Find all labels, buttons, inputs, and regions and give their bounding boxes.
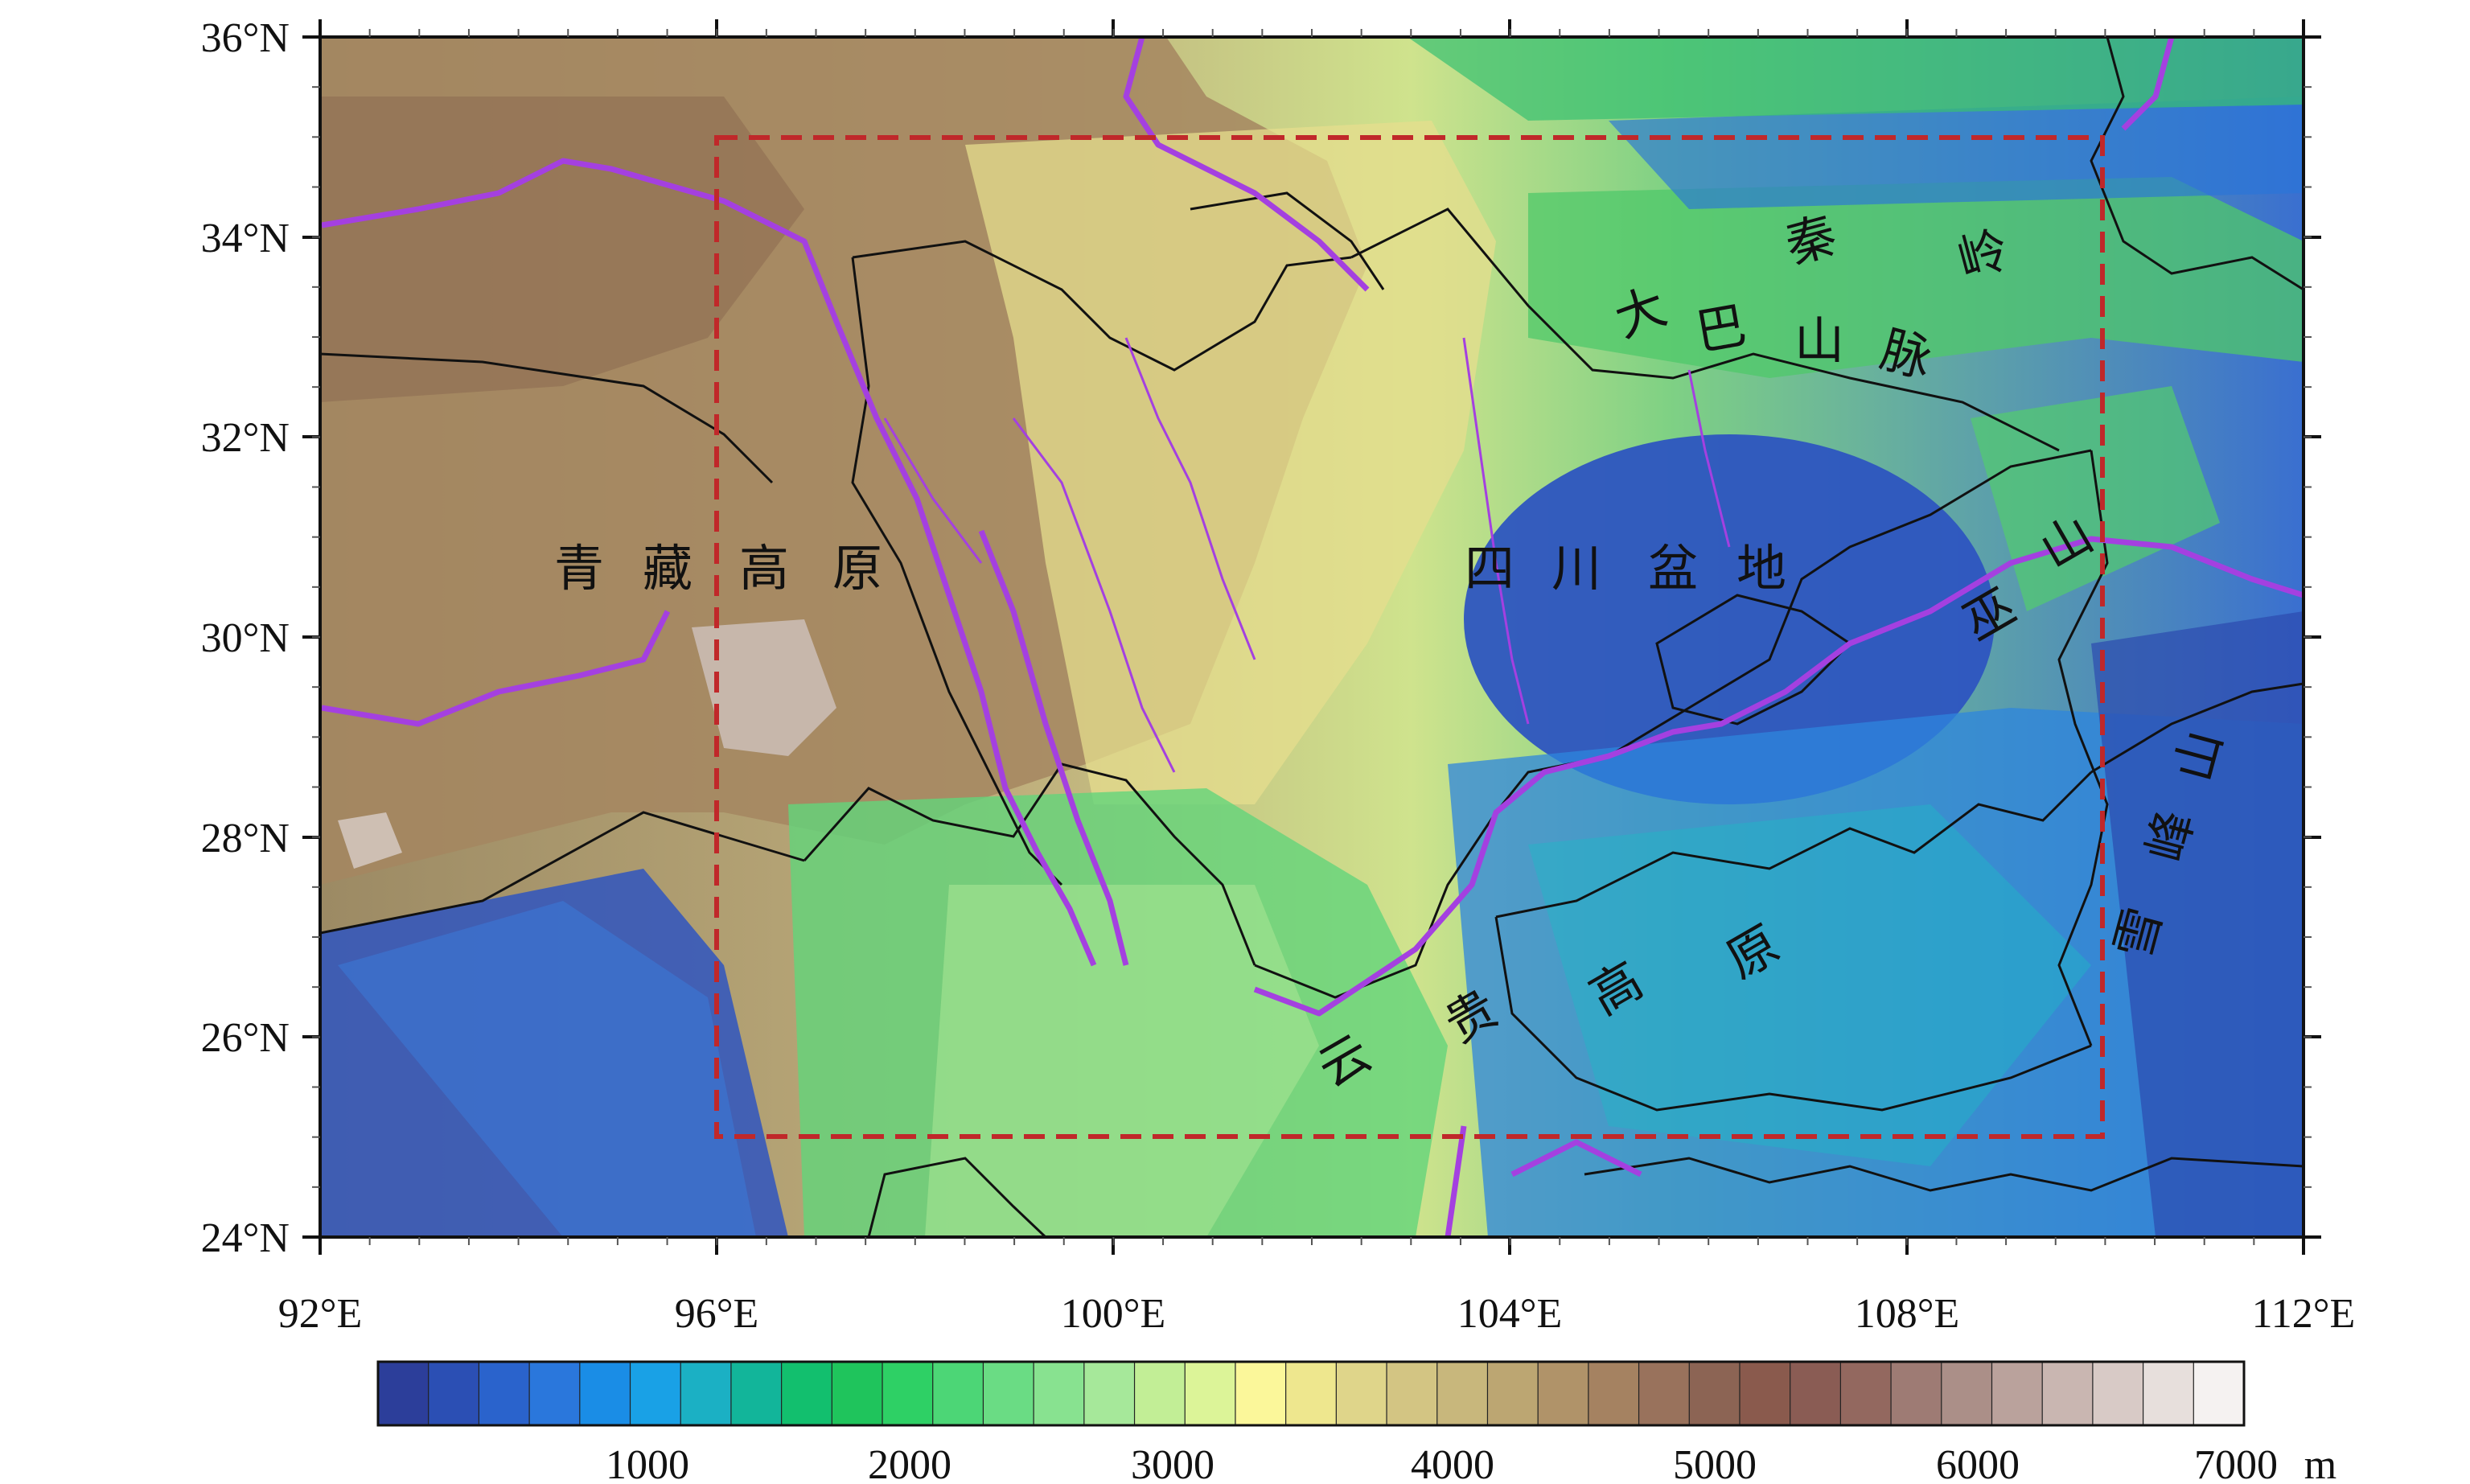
colorbar-swatch: [781, 1361, 833, 1426]
colorbar-swatch: [1285, 1361, 1338, 1426]
sichuan-basin-char: 地: [1736, 539, 1786, 598]
colorbar-swatch: [1588, 1361, 1640, 1426]
y-tick-label: 30°N: [201, 615, 290, 661]
x-tick-label: 96°E: [675, 1291, 759, 1337]
colorbar-frame: [376, 1360, 2246, 1427]
colorbar-swatch: [1436, 1361, 1489, 1426]
colorbar-swatch: [1790, 1361, 1842, 1426]
y-tick-label: 36°N: [201, 15, 290, 61]
qinghai-tibet-char: 藏: [643, 539, 693, 598]
sichuan-basin-char: 川: [1551, 539, 1601, 598]
colorbar-swatch: [982, 1361, 1035, 1426]
qinghai-tibet-char: 高: [739, 539, 789, 598]
colorbar-swatch: [1486, 1361, 1539, 1426]
colorbar: [377, 1361, 2246, 1426]
terrain-layer: [320, 37, 2304, 1237]
colorbar-swatch: [1890, 1361, 1942, 1426]
colorbar-swatch: [1033, 1361, 1085, 1426]
province-borders: [320, 37, 2304, 1237]
label-qinghai-tibet-plateau: 青 藏 高 原: [554, 539, 882, 598]
y-tick-label: 26°N: [201, 1015, 290, 1061]
colorbar-swatch: [1688, 1361, 1741, 1426]
y-tick-label: 28°N: [201, 816, 290, 861]
colorbar-tick-label: 6000: [1936, 1442, 2020, 1484]
minor-rivers: [883, 337, 1731, 773]
colorbar-swatch: [377, 1361, 429, 1426]
colorbar-swatch: [680, 1361, 733, 1426]
colorbar-swatch: [882, 1361, 934, 1426]
colorbar-swatch: [1133, 1361, 1186, 1426]
colorbar-swatch: [428, 1361, 480, 1426]
sichuan-basin-char: 盆: [1648, 539, 1698, 598]
daba-char: 山: [1794, 311, 1844, 370]
colorbar-swatch: [1386, 1361, 1438, 1426]
y-tick-label: 32°N: [201, 415, 290, 461]
colorbar-swatch: [2142, 1361, 2195, 1426]
label-sichuan-basin: 四 川 盆 地: [1465, 539, 1786, 598]
colorbar-swatch: [730, 1361, 783, 1426]
colorbar-swatch: [2041, 1361, 2094, 1426]
colorbar-swatch: [1083, 1361, 1136, 1426]
colorbar-tick-label: 7000: [2194, 1442, 2278, 1484]
colorbar-tick-label: 3000: [1131, 1442, 1214, 1484]
colorbar-swatch: [831, 1361, 884, 1426]
y-tick-labels: 36°N 34°N 32°N 30°N 28°N 26°N 24°N: [201, 15, 290, 1261]
colorbar-swatch: [2193, 1361, 2246, 1426]
sichuan-basin-char: 四: [1465, 539, 1514, 598]
colorbar-swatch: [629, 1361, 682, 1426]
colorbar-swatch: [1638, 1361, 1691, 1426]
x-tick-labels: 92°E 96°E 100°E 104°E 108°E 112°E: [278, 1291, 2356, 1337]
colorbar-swatch: [579, 1361, 631, 1426]
colorbar-swatch: [1839, 1361, 1893, 1426]
minor-ticks: [312, 29, 2312, 1245]
study-domain-box: [714, 135, 2105, 1139]
colorbar-unit: m: [2304, 1442, 2336, 1484]
colorbar-swatch: [1739, 1361, 1791, 1426]
colorbar-swatch: [478, 1361, 531, 1426]
colorbar-swatch: [1991, 1361, 2044, 1426]
x-tick-label: 108°E: [1855, 1291, 1960, 1337]
colorbar-swatch: [1184, 1361, 1237, 1426]
x-tick-label: 100°E: [1061, 1291, 1166, 1337]
y-tick-label: 34°N: [201, 216, 290, 261]
colorbar-tick-label: 2000: [868, 1442, 951, 1484]
colorbar-swatch: [528, 1361, 581, 1426]
colorbar-swatch: [1335, 1361, 1388, 1426]
colorbar-labels: 1000 2000 3000 4000 5000 6000 7000 m: [606, 1442, 2336, 1484]
colorbar-swatch: [1235, 1361, 1287, 1426]
colorbar-tick-label: 5000: [1673, 1442, 1757, 1484]
colorbar-tick-label: 4000: [1411, 1442, 1494, 1484]
colorbar-tick-label: 1000: [606, 1442, 689, 1484]
x-tick-label: 104°E: [1457, 1291, 1563, 1337]
label-daba-mountains: 大 巴 山 脉: [1607, 277, 1938, 389]
daba-char: 巴: [1691, 295, 1751, 362]
colorbar-swatch: [2092, 1361, 2144, 1426]
sichuan-basin-terrain: [1464, 434, 1995, 804]
colorbar-swatch: [1537, 1361, 1589, 1426]
qinghai-tibet-char: 青: [554, 539, 604, 598]
y-tick-label: 24°N: [201, 1215, 290, 1261]
colorbar-swatch: [1941, 1361, 1993, 1426]
qinghai-tibet-char: 原: [832, 539, 882, 598]
colorbar-swatch: [932, 1361, 984, 1426]
x-tick-label: 112°E: [2252, 1291, 2356, 1337]
x-tick-label: 92°E: [278, 1291, 363, 1337]
